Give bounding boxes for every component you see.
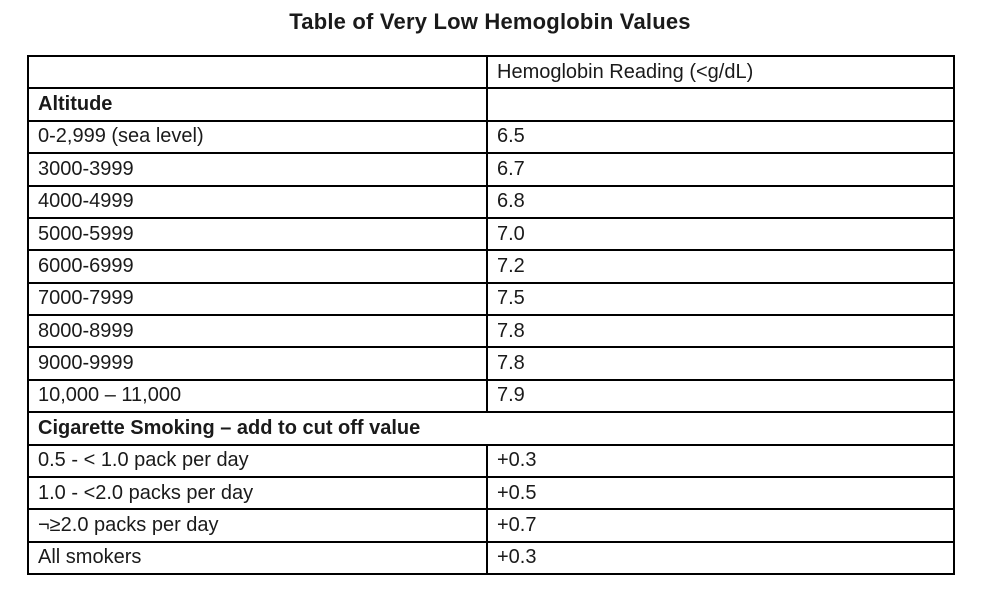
altitude-range-cell: 10,000 – 11,000 [27,378,488,414]
header-empty-cell [27,54,488,90]
table-row: 0-2,999 (sea level) 6.5 [27,119,955,155]
smoking-category-cell: 1.0 - <2.0 packs per day [27,475,488,511]
smoking-category-cell: ¬≥2.0 packs per day [27,508,488,543]
table-row: 0.5 - < 1.0 pack per day +0.3 [27,443,955,478]
reading-value-cell: 7.5 [486,281,955,317]
reading-value-cell: 7.9 [486,378,955,414]
reading-value-cell: 7.2 [486,249,955,284]
altitude-range-cell: 0-2,999 (sea level) [27,119,488,155]
reading-value-cell: 7.8 [486,313,955,349]
altitude-section-row: Altitude [27,87,955,122]
table-row: 9000-9999 7.8 [27,346,955,381]
altitude-range-cell: 7000-7999 [27,281,488,317]
reading-value-cell: 6.7 [486,152,955,187]
altitude-range-cell: 5000-5999 [27,216,488,252]
smoking-category-cell: 0.5 - < 1.0 pack per day [27,443,488,478]
altitude-range-cell: 6000-6999 [27,249,488,284]
table-row: ¬≥2.0 packs per day +0.7 [27,508,955,543]
adjustment-value-cell: +0.3 [486,540,955,576]
reading-value-cell: 7.0 [486,216,955,252]
altitude-range-cell: 9000-9999 [27,346,488,381]
hemoglobin-values-table: Hemoglobin Reading (<g/dL) Altitude 0-2,… [27,54,955,576]
altitude-range-cell: 3000-3999 [27,152,488,187]
smoking-section-row: Cigarette Smoking – add to cut off value [27,411,955,446]
table-header-row: Hemoglobin Reading (<g/dL) [27,54,955,90]
table-row: 7000-7999 7.5 [27,281,955,317]
table-row: 3000-3999 6.7 [27,152,955,187]
table-row: 5000-5999 7.0 [27,216,955,252]
table-row: 4000-4999 6.8 [27,184,955,219]
adjustment-value-cell: +0.3 [486,443,955,478]
altitude-range-cell: 4000-4999 [27,184,488,219]
altitude-range-cell: 8000-8999 [27,313,488,349]
page-title: Table of Very Low Hemoglobin Values [289,9,691,34]
adjustment-value-cell: +0.5 [486,475,955,511]
reading-value-cell: 6.5 [486,119,955,155]
reading-value-cell: 7.8 [486,346,955,381]
smoking-category-cell: All smokers [27,540,488,576]
table-row: 6000-6999 7.2 [27,249,955,284]
table-row: All smokers +0.3 [27,540,955,576]
table-row: 10,000 – 11,000 7.9 [27,378,955,414]
adjustment-value-cell: +0.7 [486,508,955,543]
smoking-section-label: Cigarette Smoking – add to cut off value [27,411,955,446]
header-reading-label: Hemoglobin Reading (<g/dL) [486,54,955,90]
altitude-section-empty-cell [486,87,955,122]
table-row: 8000-8999 7.8 [27,313,955,349]
altitude-section-label: Altitude [27,87,488,122]
table-row: 1.0 - <2.0 packs per day +0.5 [27,475,955,511]
reading-value-cell: 6.8 [486,184,955,219]
